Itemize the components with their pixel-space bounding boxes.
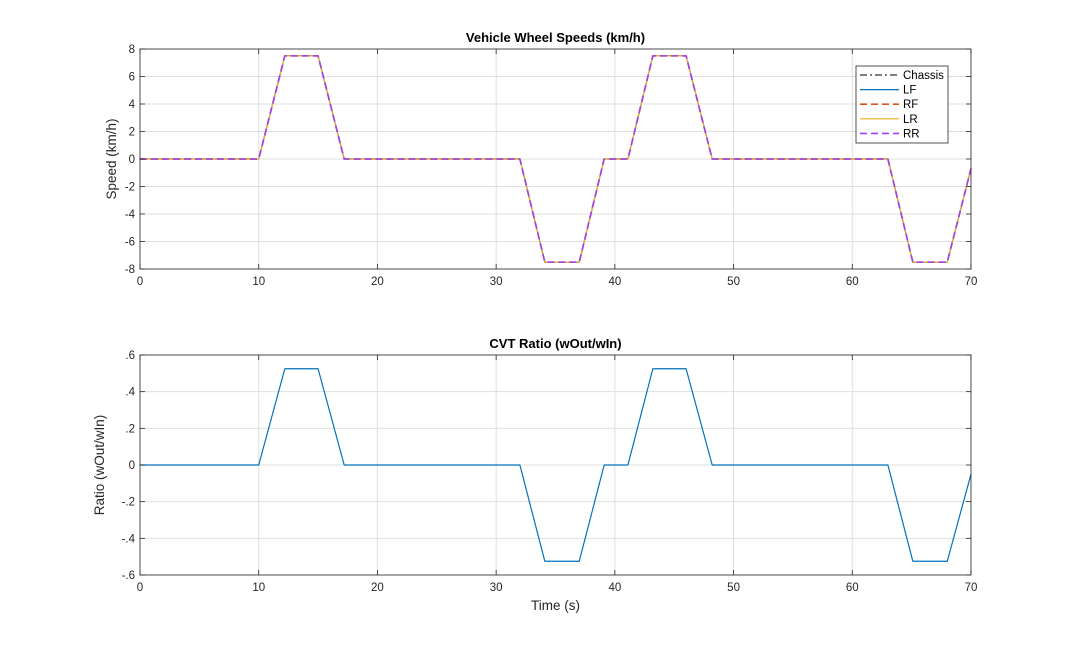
- chart-title: Vehicle Wheel Speeds (km/h): [466, 30, 645, 45]
- y-tick-label: 2: [129, 127, 135, 139]
- y-tick-label: .2: [125, 423, 135, 435]
- y-tick-label: -8: [125, 264, 135, 276]
- x-tick-label: 20: [371, 582, 384, 594]
- legend-label-chassis: Chassis: [903, 70, 944, 82]
- y-tick-label: 4: [129, 99, 136, 111]
- legend: Chassis LF RF LR RR: [855, 65, 949, 144]
- y-tick-label: -.2: [122, 497, 135, 509]
- legend-label-lf: LF: [903, 85, 916, 97]
- series-line-rr: [140, 55, 972, 263]
- chart-2: 0 10 20 30 40 50 60 70 -.6 -.4 -.2 0 .2 .4 .6 CVT Ratio…: [92, 336, 977, 613]
- y-tick-label: 6: [129, 72, 135, 84]
- x-tick-label: 30: [490, 582, 503, 594]
- y-axis-label: Ratio (wOut/wIn): [92, 415, 107, 516]
- y-tick-label: 8: [129, 44, 135, 56]
- chart-title: CVT Ratio (wOut/wIn): [489, 336, 621, 351]
- x-tick-label: 20: [371, 276, 384, 288]
- y-tick-label: -.4: [122, 533, 136, 545]
- y-tick-label: -.6: [122, 570, 135, 582]
- legend-label-lr: LR: [903, 114, 918, 126]
- x-tick-label: 50: [727, 582, 740, 594]
- y-tick-label: 0: [129, 154, 135, 166]
- x-tick-label: 0: [137, 276, 143, 288]
- x-tick-label: 70: [965, 582, 978, 594]
- y-tick-label: .6: [125, 350, 135, 362]
- x-tick-label: 0: [137, 582, 143, 594]
- y-tick-label: -2: [125, 182, 135, 194]
- x-tick-label: 60: [846, 276, 859, 288]
- x-tick-label: 30: [490, 276, 503, 288]
- legend-label-rf: RF: [903, 99, 918, 111]
- y-tick-label: -6: [125, 237, 135, 249]
- series-line-1: [140, 368, 972, 562]
- chart-1: 0 10 20 30 40 50 60 70 -8 -6 -4 -2 0 2 4 6 8 Vehicle Whee…: [104, 30, 977, 288]
- legend-label-rr: RR: [903, 128, 920, 140]
- x-tick-label: 40: [608, 276, 621, 288]
- y-tick-label: .4: [125, 387, 135, 399]
- x-tick-label: 70: [965, 276, 978, 288]
- x-tick-label: 50: [727, 276, 740, 288]
- y-tick-label: -4: [125, 209, 136, 221]
- y-axis-label: Speed (km/h): [104, 118, 119, 199]
- x-tick-label: 10: [252, 582, 265, 594]
- x-tick-label: 10: [252, 276, 265, 288]
- x-tick-label: 40: [608, 582, 621, 594]
- x-tick-label: 60: [846, 582, 859, 594]
- y-tick-label: 0: [129, 460, 135, 472]
- x-axis-label: Time (s): [531, 598, 580, 613]
